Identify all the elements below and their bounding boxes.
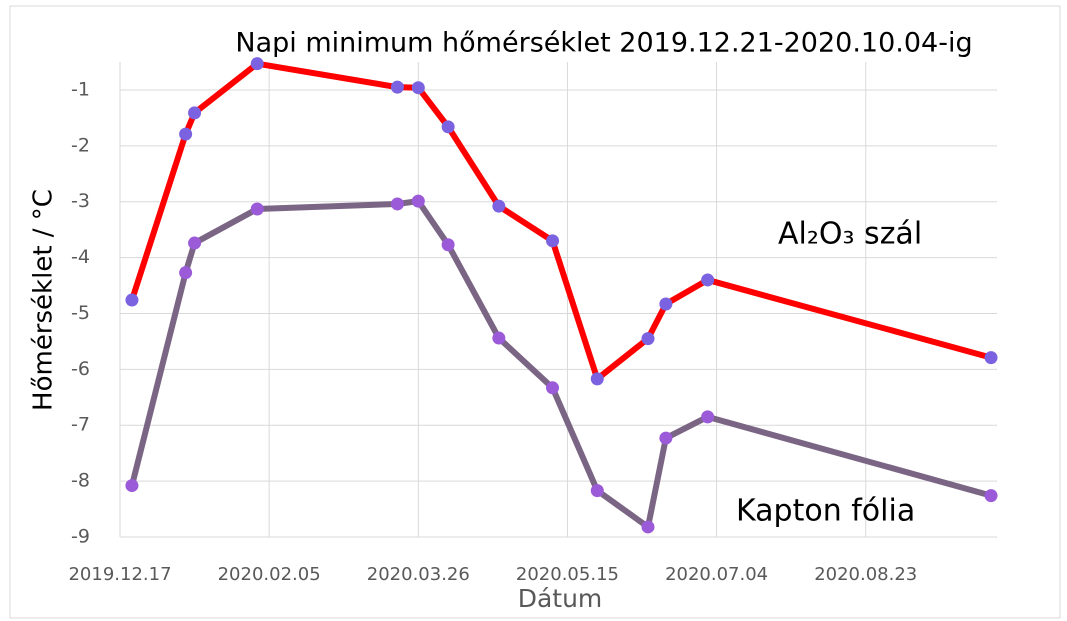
data-point [641,520,655,534]
y-axis-label: Hőmérséklet / °C [29,189,59,411]
data-point [701,273,715,287]
y-tick-label: -2 [71,134,90,156]
y-tick-label: -6 [71,358,90,380]
data-point [179,127,193,141]
series-label: Kapton fólia [736,494,915,529]
y-tick-label: -8 [71,470,90,492]
y-tick-label: -4 [71,246,90,268]
data-point [125,293,139,307]
data-point [984,351,998,365]
data-point [250,202,264,216]
y-tick-label: -5 [71,302,90,324]
y-tick-label: -1 [71,78,90,100]
data-point [492,331,506,345]
x-tick-label: 2019.12.17 [68,564,171,585]
y-tick-label: -3 [71,190,90,212]
x-tick-label: 2020.02.05 [218,564,321,585]
data-point [411,81,425,95]
data-point [250,57,264,71]
data-point [179,266,193,280]
data-point [984,489,998,503]
data-point [546,381,560,395]
data-point [390,80,404,94]
data-point [590,484,604,498]
series-line [129,198,992,530]
x-tick-label: 2020.05.15 [516,564,619,585]
data-point [546,234,560,248]
x-tick-label: 2020.03.26 [367,564,470,585]
data-point [188,106,202,120]
chart-border [9,5,1061,619]
data-point [125,479,139,493]
data-point [659,297,673,311]
x-tick-label: 2020.07.04 [665,564,768,585]
data-point [659,431,673,445]
data-point [441,120,455,134]
y-tick-label: -7 [71,414,90,436]
chart-title: Napi minimum hőmérséklet 2019.12.21-2020… [235,28,972,59]
data-point [641,332,655,346]
data-point [492,199,506,213]
series-label: Al₂O₃ szál [778,217,922,252]
data-point [390,197,404,211]
y-tick-label: -9 [71,526,90,548]
data-point [590,372,604,386]
data-point [188,236,202,250]
data-point [701,410,715,424]
data-point [411,194,425,208]
data-point [441,238,455,252]
x-tick-label: 2020.08.23 [814,564,917,585]
x-axis-label: Dátum [518,584,603,613]
